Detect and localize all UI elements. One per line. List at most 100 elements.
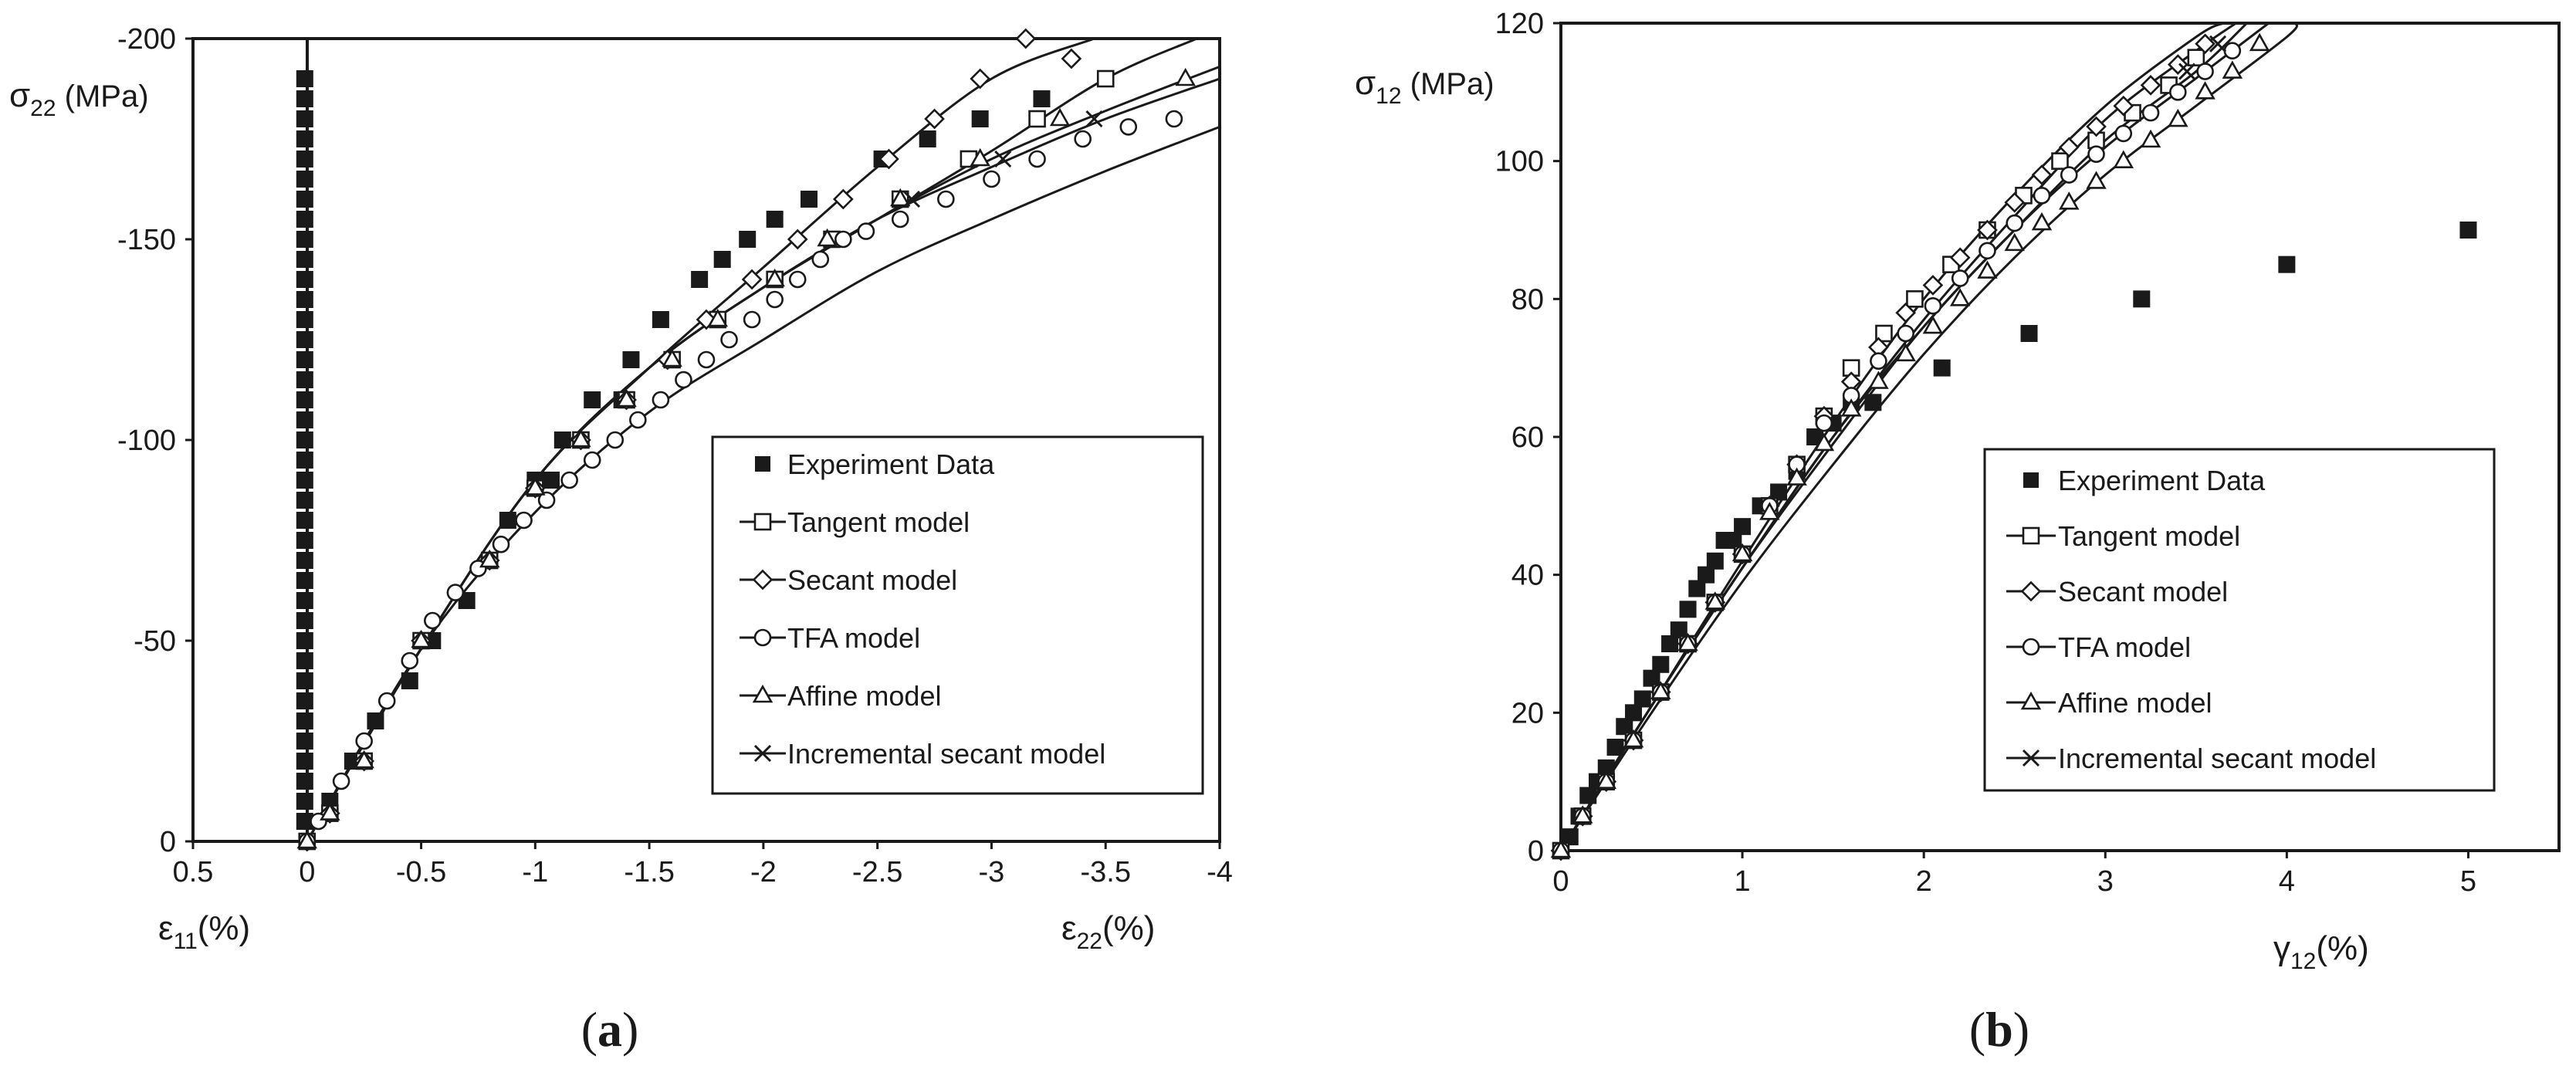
point-secant-model [832,188,854,210]
point-experiment-data-shape [766,211,784,228]
point-tangent-model [2187,49,2205,66]
point-affine-model [2086,171,2107,189]
legend-label: Affine model [2058,687,2212,719]
legend-item-affine-model: Affine model [2006,687,2212,719]
point-affine-model [2195,81,2215,100]
legend-label: Secant model [2058,576,2228,607]
point-experiment-data-transverse-strain [296,692,313,709]
point-tfa-model-shape [537,491,556,509]
point-experiment-data-transverse-strain-shape [296,271,313,288]
point-affine-model-shape [479,549,500,568]
point-experiment-data-shape [691,271,709,288]
point-tfa-model-shape [2060,166,2078,184]
point-experiment-data [584,391,601,408]
point-affine-model-shape [320,802,340,821]
point-tfa-model-shape [1165,110,1183,128]
y-tick-label: 0 [1528,835,1544,868]
point-experiment-data-transverse-strain-shape [296,291,313,308]
point-secant-model [1922,275,1944,296]
point-affine-model [1949,288,1971,306]
panel-a-legend-box [711,435,1204,795]
panel-b-y-ticks: 0 20 40 60 80 100 120 [1495,8,1561,868]
legend-marker-affine-model [752,684,773,703]
point-tfa-model [766,290,784,309]
point-tfa-model [1979,242,1996,260]
point-experiment-data [543,472,560,489]
panel-a-legend: Experiment Data Tangent model Secant model… [711,435,1204,795]
y-tick-label: 40 [1511,560,1544,592]
point-tfa-model [446,584,465,601]
point-tfa-model [857,222,875,240]
point-affine-model-shape [662,348,682,367]
point-experiment-data-transverse-strain-shape [296,712,313,729]
point-affine-model-shape [1895,343,1916,362]
point-tfa-model [401,651,419,670]
point-affine-model-shape [525,477,546,496]
point-experiment-data-shape [2133,290,2151,308]
legend-label: Experiment Data [2058,465,2266,496]
point-experiment-data-shape [1770,483,1788,501]
point-experiment-data-transverse-strain-shape [296,452,313,469]
legend-marker-tfa-model [753,628,772,647]
point-affine-model [2168,108,2188,127]
point-tfa-model-shape [2033,187,2051,205]
point-affine-model-shape [1572,805,1593,824]
point-experiment-data [691,271,709,288]
point-experiment-data-transverse-strain-shape [296,171,313,188]
point-secant-model [2058,137,2080,158]
legend-marker-secant-model [2020,580,2042,602]
y-tick-label: -100 [117,425,176,457]
legend-label: Experiment Data [787,448,995,480]
point-affine-model [707,308,729,327]
series-tfa-model [298,110,1183,851]
point-incremental-secant-model-stroke-2 [2209,35,2227,52]
point-tangent-model-shape [2187,49,2205,66]
point-tfa-model-shape [1074,130,1092,148]
point-affine-model [354,750,374,769]
point-experiment-data-transverse-strain [296,652,313,669]
point-experiment-data-transverse-strain [296,532,313,549]
x-tick-label: 0.5 [173,856,214,888]
legend-marker-secant-model-shape [752,569,773,591]
legend-item-experiment-data: Experiment Data [2023,465,2266,496]
point-tfa-model-shape [606,431,625,449]
point-experiment-data [622,351,640,368]
point-tfa-model [1924,296,1942,315]
point-affine-model [1049,107,1071,127]
point-experiment-data-shape [367,712,384,729]
point-experiment-data-shape [1864,394,1882,411]
point-experiment-data-shape [971,110,989,127]
panel-b-legend: Experiment Data Tangent model Secant model… [1983,448,2496,792]
x-tick-label: -2 [750,856,777,888]
point-incremental-secant-model-stroke-2 [2178,63,2196,80]
legend-label: Incremental secant model [2058,743,2376,774]
point-affine-model [889,188,911,207]
point-affine-model-shape [1949,288,1971,306]
point-experiment-data-shape [1734,518,1752,536]
point-tfa-model [1870,352,1887,371]
point-tfa-model-shape [2223,42,2242,60]
point-affine-model-shape [1596,770,1616,789]
point-tfa-model [937,190,955,208]
point-experiment-data [1688,580,1706,597]
point-affine-model [525,477,546,496]
point-secant-model-shape [1922,275,1944,296]
point-tangent-model-shape [1028,110,1046,128]
point-secant-model-shape [1949,247,1971,269]
point-secant-model-shape [787,228,808,250]
point-experiment-data-transverse-strain [296,351,313,368]
point-secant-model [2140,75,2161,96]
point-secant-model [1949,247,1971,269]
legend-item-tfa-model: TFA model [2006,631,2191,663]
panel-a-markers [296,28,1196,852]
point-experiment-data-shape [1933,359,1951,377]
point-experiment-data-transverse-strain-shape [296,512,313,529]
x-tick-label: -0.5 [396,856,446,888]
y-tick-label: -150 [117,224,176,256]
point-affine-model-shape [2195,81,2215,100]
point-experiment-data-transverse-strain-shape [296,692,313,709]
point-secant-model-shape [2058,137,2080,158]
legend-marker-tangent-model [753,513,772,531]
